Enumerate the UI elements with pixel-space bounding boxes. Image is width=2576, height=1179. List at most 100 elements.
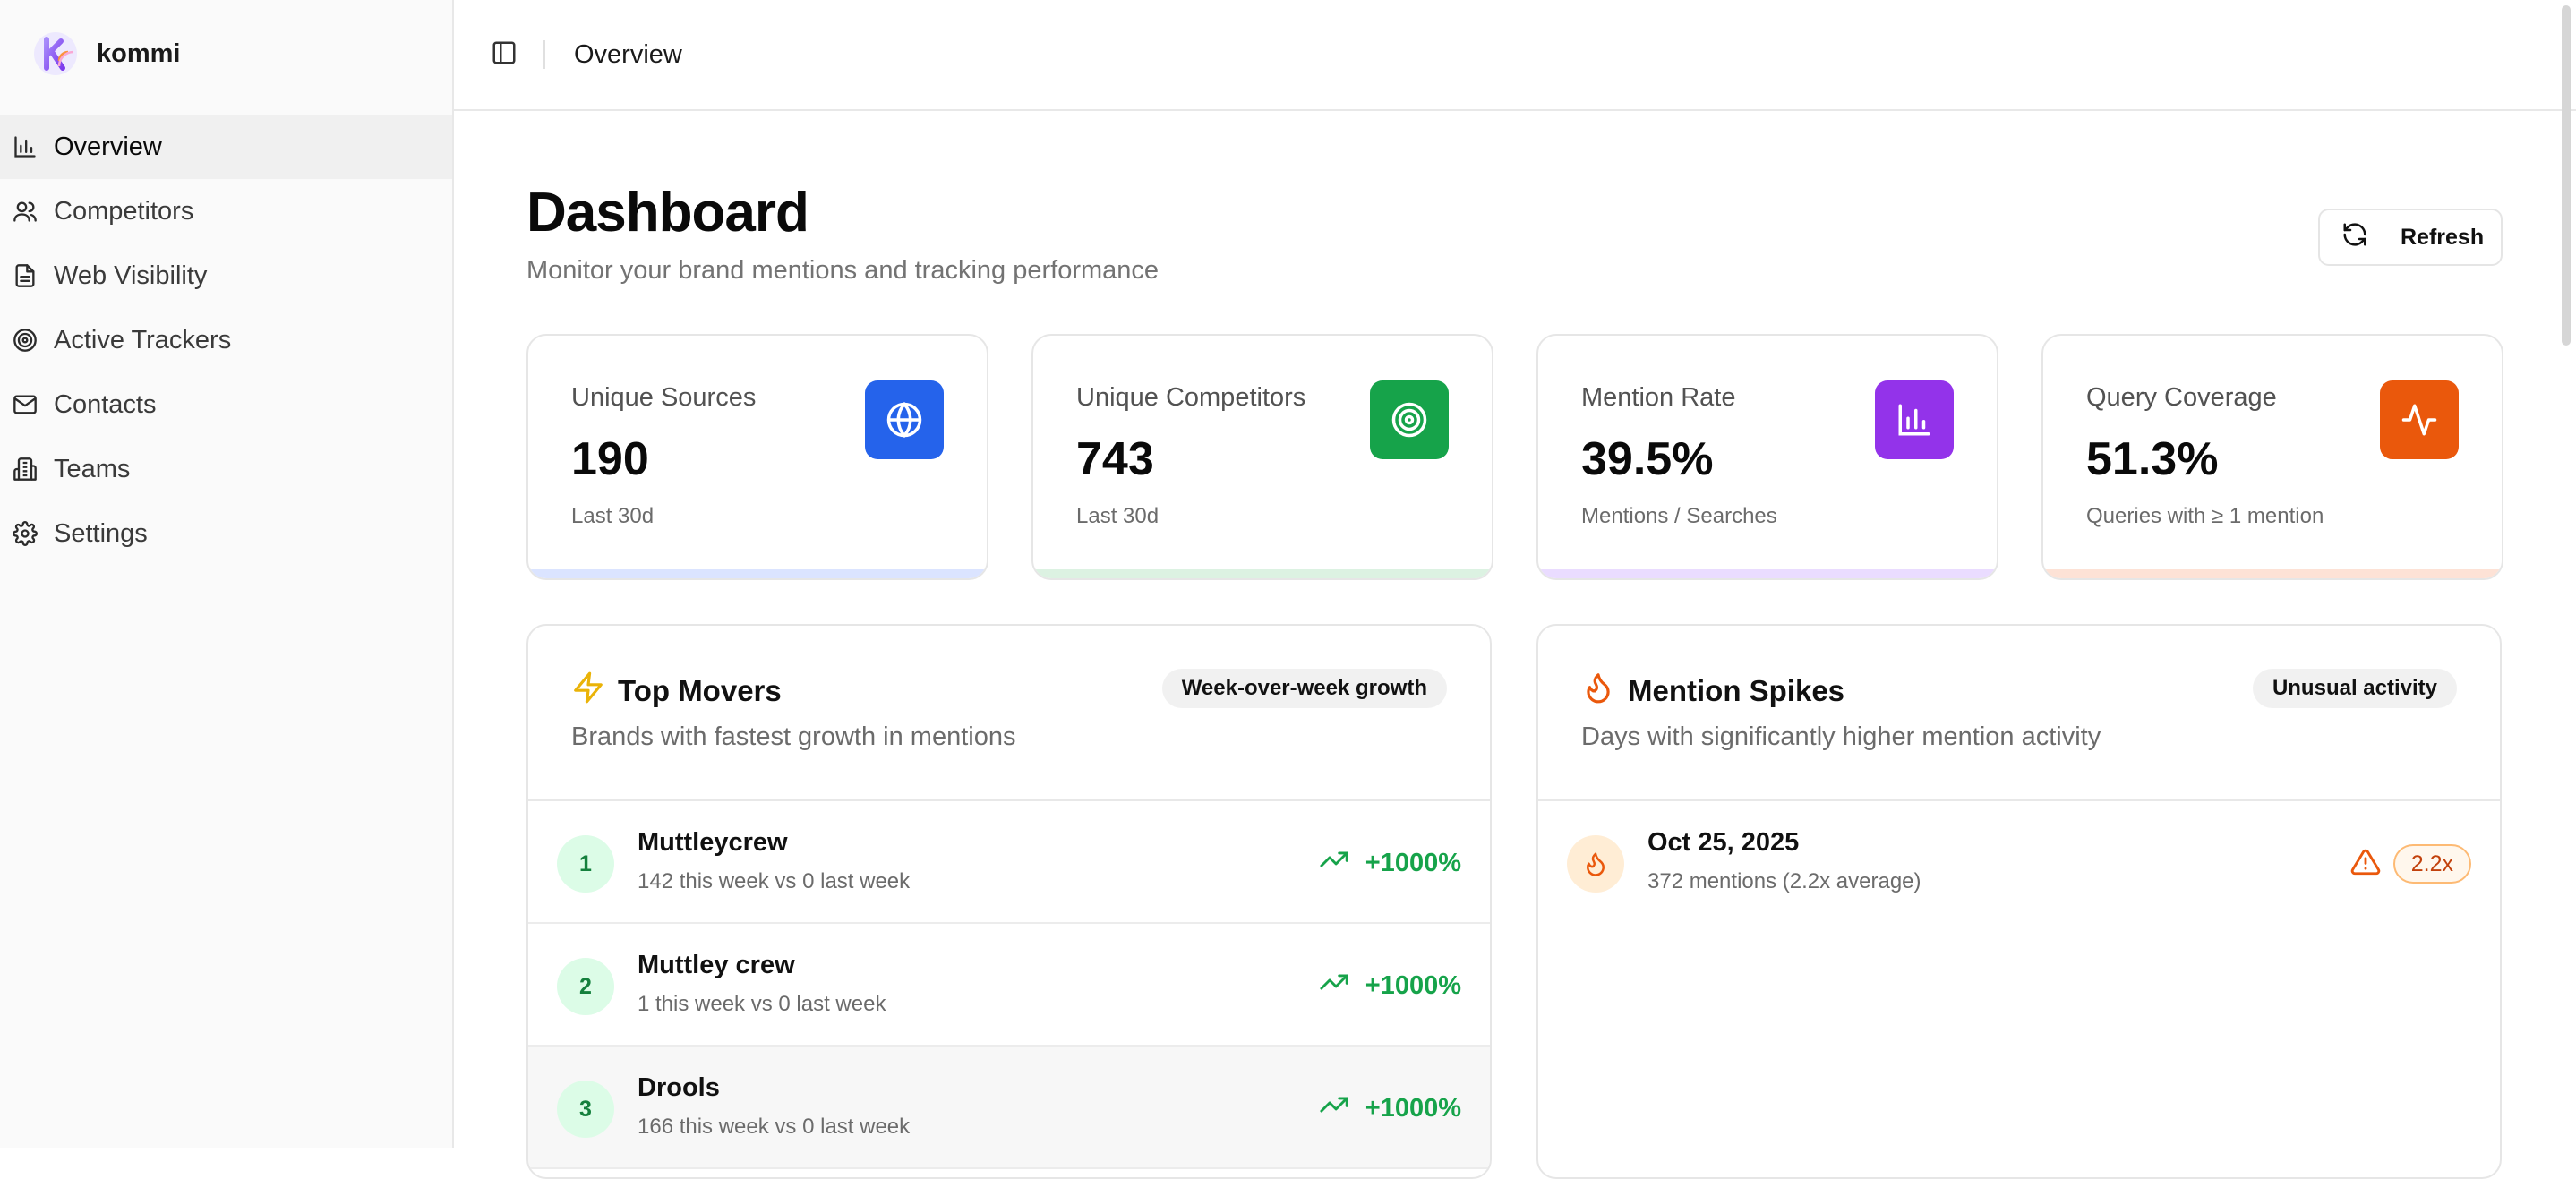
sidebar-item-label: Web Visibility xyxy=(54,261,208,290)
panel-description: Brands with fastest growth in mentions xyxy=(571,722,1016,751)
top-movers-panel: Top Movers Week-over-week growth Brands … xyxy=(526,624,1492,1179)
stat-card-query-coverage: Query Coverage 51.3% Queries with ≥ 1 me… xyxy=(2041,334,2503,580)
panel-badge: Week-over-week growth xyxy=(1161,669,1447,708)
stat-card-unique-competitors: Unique Competitors 743 Last 30d xyxy=(1031,334,1493,580)
trending-up-icon xyxy=(1319,844,1349,882)
sidebar: kommi Overview Competitors Web Visibilit… xyxy=(0,0,454,1148)
panel-header: Top Movers Week-over-week growth Brands … xyxy=(528,626,1490,801)
activity-icon xyxy=(2380,380,2459,459)
brand-detail: 142 this week vs 0 last week xyxy=(638,869,911,893)
growth-value: +1000% xyxy=(1319,967,1461,1004)
stat-accent-bar xyxy=(1538,569,1997,578)
globe-icon xyxy=(865,380,944,459)
sidebar-toggle-icon xyxy=(491,39,518,71)
stat-label: Mention Rate xyxy=(1581,383,1736,412)
stat-note: Last 30d xyxy=(1076,504,1160,528)
stat-label: Unique Competitors xyxy=(1076,383,1306,412)
multiplier-badge: 2.2x xyxy=(2392,844,2471,884)
list-item[interactable]: 3 Drools 166 this week vs 0 last week +1… xyxy=(528,1047,1490,1169)
refresh-icon xyxy=(2341,221,2368,254)
sidebar-item-teams[interactable]: Teams xyxy=(0,437,452,501)
bar-chart-icon xyxy=(11,132,39,161)
sidebar-item-settings[interactable]: Settings xyxy=(0,501,452,566)
sidebar-item-active-trackers[interactable]: Active Trackers xyxy=(0,308,452,372)
brand-name: Drools xyxy=(638,1073,720,1102)
scrollbar[interactable] xyxy=(2562,5,2571,346)
lightning-icon xyxy=(571,671,605,712)
growth-text: +1000% xyxy=(1365,848,1461,877)
rank-badge: 3 xyxy=(557,1081,614,1138)
stat-note: Mentions / Searches xyxy=(1581,504,1777,528)
brand-detail: 166 this week vs 0 last week xyxy=(638,1115,911,1139)
panel-title-text: Mention Spikes xyxy=(1628,674,1845,707)
refresh-label: Refresh xyxy=(2401,224,2485,250)
panel-description: Days with significantly higher mention a… xyxy=(1581,722,2101,751)
sidebar-toggle-button[interactable] xyxy=(486,37,522,73)
stat-accent-bar xyxy=(1033,569,1492,578)
stat-value: 190 xyxy=(571,433,649,485)
bar-chart-icon xyxy=(1875,380,1954,459)
sidebar-item-overview[interactable]: Overview xyxy=(0,115,452,179)
growth-text: +1000% xyxy=(1365,970,1461,1000)
list-item[interactable]: 2 Muttley crew 1 this week vs 0 last wee… xyxy=(528,924,1490,1047)
sidebar-nav: Overview Competitors Web Visibility Acti… xyxy=(0,115,452,566)
growth-value: +1000% xyxy=(1319,844,1461,882)
panel-title-text: Top Movers xyxy=(618,674,782,707)
mail-icon xyxy=(11,390,39,419)
list-item[interactable]: 1 Muttleycrew 142 this week vs 0 last we… xyxy=(528,801,1490,924)
stat-note: Last 30d xyxy=(571,504,655,528)
stat-card-mention-rate: Mention Rate 39.5% Mentions / Searches xyxy=(1536,334,1998,580)
sidebar-item-label: Active Trackers xyxy=(54,325,232,355)
page-subtitle: Monitor your brand mentions and tracking… xyxy=(526,256,1160,285)
kommi-logo xyxy=(32,30,79,77)
sidebar-item-contacts[interactable]: Contacts xyxy=(0,372,452,437)
stat-label: Unique Sources xyxy=(571,383,757,412)
sidebar-item-label: Competitors xyxy=(54,196,194,226)
warning-icon xyxy=(2350,847,2381,882)
building-icon xyxy=(11,455,39,483)
flame-icon xyxy=(1581,671,1615,712)
spike-detail: 372 mentions (2.2x average) xyxy=(1647,869,1921,893)
brand[interactable]: kommi xyxy=(32,27,180,81)
flame-icon xyxy=(1567,835,1624,893)
growth-value: +1000% xyxy=(1319,1089,1461,1127)
stat-value: 51.3% xyxy=(2086,433,2219,485)
panel-header: Mention Spikes Unusual activity Days wit… xyxy=(1538,626,2500,801)
rank-badge: 2 xyxy=(557,958,614,1015)
brand-name: Muttleycrew xyxy=(638,828,788,857)
sidebar-item-label: Settings xyxy=(54,518,148,548)
brand-detail: 1 this week vs 0 last week xyxy=(638,992,886,1016)
sidebar-item-label: Contacts xyxy=(54,389,157,419)
gear-icon xyxy=(11,519,39,548)
file-text-icon xyxy=(11,261,39,290)
target-icon xyxy=(1370,380,1449,459)
sidebar-item-label: Teams xyxy=(54,454,131,483)
users-icon xyxy=(11,197,39,226)
spike-date: Oct 25, 2025 xyxy=(1647,828,1800,857)
panel-badge: Unusual activity xyxy=(2252,669,2457,708)
list-item[interactable]: Oct 25, 2025 372 mentions (2.2x average)… xyxy=(1538,801,2500,924)
stat-card-unique-sources: Unique Sources 190 Last 30d xyxy=(526,334,988,580)
divider xyxy=(543,40,545,69)
panel-title: Mention Spikes xyxy=(1581,671,1844,712)
target-icon xyxy=(11,326,39,355)
refresh-button[interactable]: Refresh xyxy=(2318,209,2503,266)
top-bar: Overview xyxy=(454,0,2576,111)
brand-name: Muttley crew xyxy=(638,951,795,979)
growth-text: +1000% xyxy=(1365,1093,1461,1123)
main-content: Dashboard Monitor your brand mentions an… xyxy=(454,111,2576,1148)
app-name: kommi xyxy=(97,38,181,68)
trending-up-icon xyxy=(1319,1089,1349,1127)
rank-badge: 1 xyxy=(557,835,614,893)
panel-title: Top Movers xyxy=(571,671,782,712)
spike-indicator: 2.2x xyxy=(2350,844,2471,884)
stat-note: Queries with ≥ 1 mention xyxy=(2086,504,2324,528)
sidebar-item-web-visibility[interactable]: Web Visibility xyxy=(0,243,452,308)
mention-spikes-panel: Mention Spikes Unusual activity Days wit… xyxy=(1536,624,2502,1179)
stat-label: Query Coverage xyxy=(2086,383,2277,412)
stat-accent-bar xyxy=(528,569,987,578)
sidebar-item-competitors[interactable]: Competitors xyxy=(0,179,452,243)
stat-value: 743 xyxy=(1076,433,1154,485)
breadcrumb: Overview xyxy=(574,39,682,69)
trending-up-icon xyxy=(1319,967,1349,1004)
